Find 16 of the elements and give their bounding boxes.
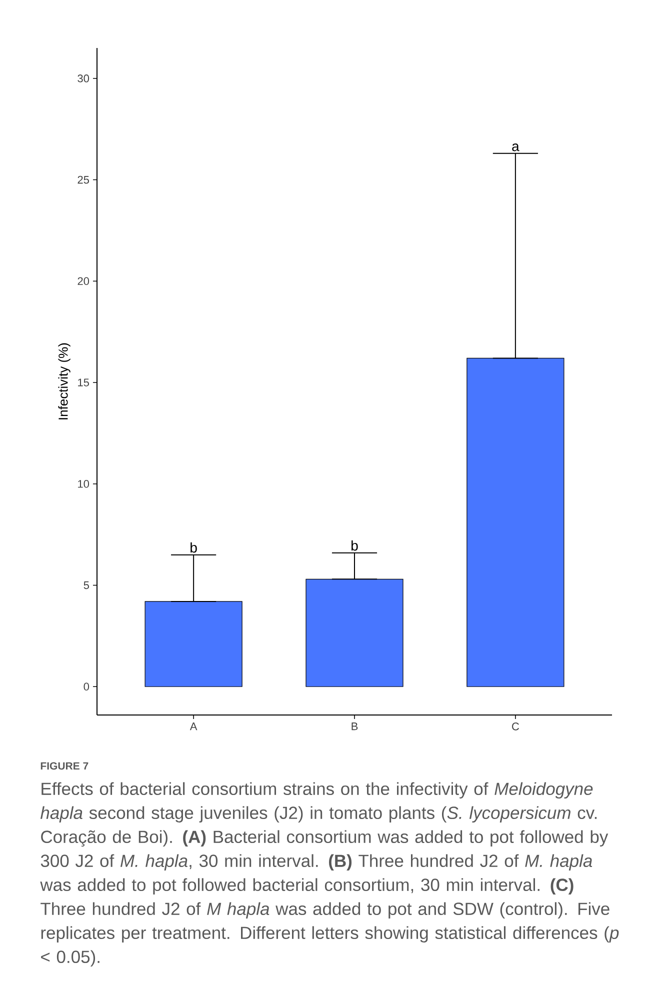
y-tick-label: 0 <box>84 682 90 691</box>
y-tick-label: 5 <box>84 581 89 590</box>
x-tick-label: C <box>512 722 519 730</box>
y-axis-title: Infectivity (%) <box>58 343 70 420</box>
x-tick-label: A <box>190 722 198 730</box>
annotation: b <box>190 542 197 553</box>
y-tick-label: 10 <box>78 480 90 488</box>
text: Effects of bacterial consortium strains on the infectivity of Meloidogyne hapla second stage juveniles (J2) in tomato plants (S. lycopersicum cv. Coração de Boi). (A) Bacterial consortium was added to pot followed by 300 J2 of M. hapla, 30 min interval. (B) Three hundred J2 of M. hapla was added to pot followed bacterial consortium, 30 min interval. (C) Three hundred J2 of M hapla was added to pot and SDW (control). Five replicates per treatment. Different letters showing statistical differences (p < 0.05). <box>40 782 619 967</box>
y-tick-label: 30 <box>78 74 90 82</box>
annotation: b <box>352 540 358 551</box>
y-tick-label: 20 <box>78 277 90 286</box>
y-tick-label: 15 <box>78 378 89 386</box>
caption: FIGURE 7 <box>40 762 88 770</box>
x-tick-label: B <box>352 722 358 730</box>
annotation: a <box>512 144 520 152</box>
y-tick-label: 25 <box>78 176 89 184</box>
